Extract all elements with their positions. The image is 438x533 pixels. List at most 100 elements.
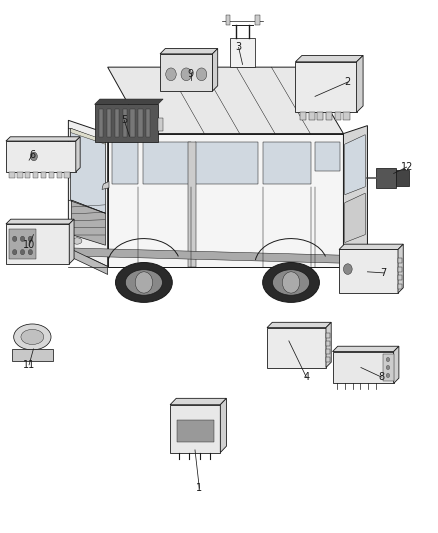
FancyBboxPatch shape bbox=[326, 112, 332, 120]
Polygon shape bbox=[394, 346, 399, 383]
FancyBboxPatch shape bbox=[25, 172, 30, 178]
FancyBboxPatch shape bbox=[326, 357, 330, 362]
Polygon shape bbox=[6, 137, 80, 141]
FancyBboxPatch shape bbox=[295, 62, 357, 112]
FancyBboxPatch shape bbox=[376, 167, 396, 188]
Polygon shape bbox=[108, 67, 343, 134]
Polygon shape bbox=[108, 134, 343, 266]
Polygon shape bbox=[315, 142, 340, 171]
FancyBboxPatch shape bbox=[10, 229, 35, 259]
Circle shape bbox=[20, 249, 25, 255]
Circle shape bbox=[181, 68, 191, 80]
Circle shape bbox=[20, 236, 25, 241]
FancyBboxPatch shape bbox=[115, 109, 119, 138]
FancyBboxPatch shape bbox=[326, 333, 330, 338]
Polygon shape bbox=[160, 49, 218, 54]
Polygon shape bbox=[76, 137, 80, 172]
Circle shape bbox=[386, 358, 390, 362]
Text: 12: 12 bbox=[401, 162, 413, 172]
Circle shape bbox=[283, 272, 300, 293]
Polygon shape bbox=[102, 181, 109, 189]
Ellipse shape bbox=[14, 324, 51, 350]
Text: 10: 10 bbox=[23, 240, 35, 250]
Polygon shape bbox=[295, 55, 363, 62]
Circle shape bbox=[386, 373, 390, 377]
Polygon shape bbox=[69, 219, 74, 264]
Polygon shape bbox=[267, 322, 331, 328]
Polygon shape bbox=[68, 248, 108, 274]
FancyBboxPatch shape bbox=[255, 15, 260, 25]
Ellipse shape bbox=[72, 238, 82, 244]
FancyBboxPatch shape bbox=[326, 349, 330, 354]
Polygon shape bbox=[95, 99, 163, 104]
Polygon shape bbox=[263, 142, 311, 184]
Circle shape bbox=[135, 272, 152, 293]
Circle shape bbox=[196, 68, 207, 80]
FancyBboxPatch shape bbox=[131, 109, 135, 138]
Polygon shape bbox=[212, 49, 218, 91]
Polygon shape bbox=[326, 322, 331, 368]
Ellipse shape bbox=[263, 263, 319, 302]
Polygon shape bbox=[71, 200, 106, 245]
FancyBboxPatch shape bbox=[6, 141, 76, 172]
Polygon shape bbox=[71, 128, 106, 213]
Polygon shape bbox=[170, 398, 226, 405]
FancyBboxPatch shape bbox=[332, 352, 394, 383]
Polygon shape bbox=[345, 193, 365, 243]
FancyBboxPatch shape bbox=[123, 109, 127, 138]
FancyBboxPatch shape bbox=[383, 354, 394, 381]
FancyBboxPatch shape bbox=[41, 172, 46, 178]
FancyBboxPatch shape bbox=[326, 341, 330, 346]
Polygon shape bbox=[112, 142, 138, 184]
Ellipse shape bbox=[272, 270, 310, 295]
Text: 6: 6 bbox=[29, 150, 35, 160]
Polygon shape bbox=[195, 142, 258, 184]
Circle shape bbox=[28, 249, 32, 255]
FancyBboxPatch shape bbox=[230, 38, 255, 67]
Polygon shape bbox=[339, 244, 403, 249]
Polygon shape bbox=[68, 248, 367, 264]
FancyBboxPatch shape bbox=[57, 172, 62, 178]
FancyBboxPatch shape bbox=[396, 169, 409, 186]
Polygon shape bbox=[332, 346, 399, 352]
FancyBboxPatch shape bbox=[339, 249, 398, 293]
FancyBboxPatch shape bbox=[317, 112, 323, 120]
FancyBboxPatch shape bbox=[398, 275, 403, 280]
FancyBboxPatch shape bbox=[170, 405, 220, 453]
Polygon shape bbox=[398, 244, 403, 293]
Circle shape bbox=[12, 249, 17, 255]
Polygon shape bbox=[220, 398, 226, 453]
FancyBboxPatch shape bbox=[33, 172, 38, 178]
Ellipse shape bbox=[125, 270, 162, 295]
Text: 11: 11 bbox=[23, 360, 35, 370]
Ellipse shape bbox=[21, 329, 44, 344]
FancyBboxPatch shape bbox=[343, 112, 350, 120]
Text: 7: 7 bbox=[381, 268, 387, 278]
Circle shape bbox=[166, 68, 176, 80]
Polygon shape bbox=[143, 142, 191, 184]
Text: 4: 4 bbox=[303, 372, 309, 382]
Circle shape bbox=[30, 152, 37, 161]
FancyBboxPatch shape bbox=[107, 109, 111, 138]
FancyBboxPatch shape bbox=[146, 109, 150, 138]
Polygon shape bbox=[345, 135, 365, 195]
FancyBboxPatch shape bbox=[6, 224, 69, 264]
FancyBboxPatch shape bbox=[64, 172, 70, 178]
FancyBboxPatch shape bbox=[335, 112, 341, 120]
FancyBboxPatch shape bbox=[188, 142, 196, 266]
FancyBboxPatch shape bbox=[95, 104, 158, 142]
Text: 3: 3 bbox=[236, 43, 242, 52]
Circle shape bbox=[12, 236, 17, 241]
Text: 1: 1 bbox=[196, 483, 202, 493]
Circle shape bbox=[28, 236, 32, 241]
Circle shape bbox=[386, 366, 390, 369]
Polygon shape bbox=[6, 219, 74, 224]
FancyBboxPatch shape bbox=[17, 172, 22, 178]
FancyBboxPatch shape bbox=[158, 118, 163, 131]
Polygon shape bbox=[357, 55, 363, 112]
Text: 8: 8 bbox=[378, 372, 385, 382]
FancyBboxPatch shape bbox=[226, 15, 230, 25]
Text: 2: 2 bbox=[345, 77, 351, 87]
Circle shape bbox=[343, 264, 352, 274]
FancyBboxPatch shape bbox=[10, 172, 14, 178]
